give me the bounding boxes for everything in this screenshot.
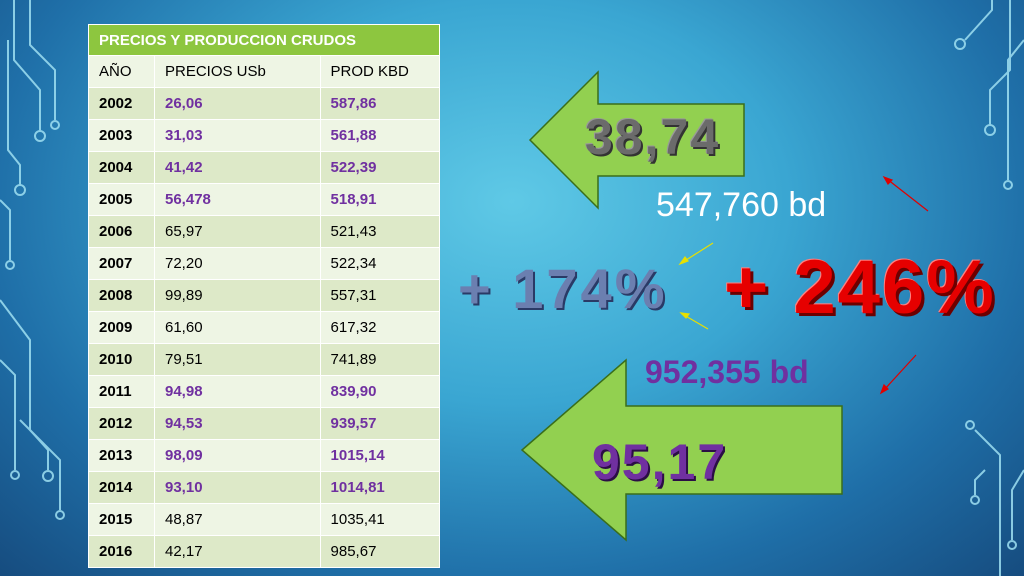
price-start-value: 38,74 — [585, 109, 721, 165]
production-cell: 561,88 — [319, 119, 441, 152]
price-cell: 72,20 — [154, 247, 321, 280]
price-cell: 65,97 — [154, 215, 321, 248]
column-header-production: PROD KBD — [319, 55, 441, 88]
year-cell: 2002 — [88, 87, 155, 120]
price-cell: 42,17 — [154, 535, 321, 568]
price-cell: 26,06 — [154, 87, 321, 120]
price-cell: 94,53 — [154, 407, 321, 440]
table-row: 2002 26,06 587,86 — [88, 87, 441, 120]
year-cell: 2014 — [88, 471, 155, 504]
table-header-row: AÑO PRECIOS USb PROD KBD — [88, 55, 441, 88]
price-cell: 31,03 — [154, 119, 321, 152]
production-cell: 617,32 — [319, 311, 441, 344]
production-cell: 1035,41 — [319, 503, 441, 536]
year-cell: 2004 — [88, 151, 155, 184]
production-cell: 1015,14 — [319, 439, 441, 472]
table-row: 2005 56,478 518,91 — [88, 183, 441, 216]
production-start-value: 547,760 bd — [656, 186, 827, 224]
price-cell: 93,10 — [154, 471, 321, 504]
price-cell: 41,42 — [154, 151, 321, 184]
table-row: 2016 42,17 985,67 — [88, 535, 441, 568]
year-cell: 2006 — [88, 215, 155, 248]
year-cell: 2015 — [88, 503, 155, 536]
table-row: 2007 72,20 522,34 — [88, 247, 441, 280]
price-cell: 79,51 — [154, 343, 321, 376]
column-header-price: PRECIOS USb — [154, 55, 321, 88]
year-cell: 2008 — [88, 279, 155, 312]
table-title: PRECIOS Y PRODUCCION CRUDOS — [88, 24, 440, 56]
left-arrow-upper — [528, 70, 745, 210]
column-header-year: AÑO — [88, 55, 155, 88]
year-cell: 2005 — [88, 183, 155, 216]
table-row: 2004 41,42 522,39 — [88, 151, 441, 184]
production-cell: 1014,81 — [319, 471, 441, 504]
production-cell: 741,89 — [319, 343, 441, 376]
table-row: 2006 65,97 521,43 — [88, 215, 441, 248]
production-cell: 939,57 — [319, 407, 441, 440]
price-production-table: PRECIOS Y PRODUCCION CRUDOS AÑO PRECIOS … — [88, 24, 441, 568]
year-cell: 2009 — [88, 311, 155, 344]
table-row: 2011 94,98 839,90 — [88, 375, 441, 408]
price-increase-percent: + 174% — [458, 257, 668, 320]
production-cell: 518,91 — [319, 183, 441, 216]
table-row: 2015 48,87 1035,41 — [88, 503, 441, 536]
price-cell: 99,89 — [154, 279, 321, 312]
production-cell: 985,67 — [319, 535, 441, 568]
table-row: 2008 99,89 557,31 — [88, 279, 441, 312]
year-cell: 2010 — [88, 343, 155, 376]
table-row: 2012 94,53 939,57 — [88, 407, 441, 440]
left-arrow-lower — [520, 358, 843, 542]
table-row: 2003 31,03 561,88 — [88, 119, 441, 152]
production-cell: 839,90 — [319, 375, 441, 408]
year-cell: 2003 — [88, 119, 155, 152]
production-cell: 522,34 — [319, 247, 441, 280]
production-cell: 522,39 — [319, 151, 441, 184]
price-cell: 94,98 — [154, 375, 321, 408]
year-cell: 2011 — [88, 375, 155, 408]
year-cell: 2012 — [88, 407, 155, 440]
table-row: 2013 98,09 1015,14 — [88, 439, 441, 472]
production-cell: 557,31 — [319, 279, 441, 312]
price-end-value: 95,17 — [592, 434, 728, 490]
production-cell: 587,86 — [319, 87, 441, 120]
production-increase-percent: + 246% — [724, 245, 996, 330]
year-cell: 2016 — [88, 535, 155, 568]
price-cell: 98,09 — [154, 439, 321, 472]
production-cell: 521,43 — [319, 215, 441, 248]
year-cell: 2013 — [88, 439, 155, 472]
price-cell: 61,60 — [154, 311, 321, 344]
price-cell: 56,478 — [154, 183, 321, 216]
production-end-value: 952,355 bd — [645, 354, 809, 390]
table-row: 2009 61,60 617,32 — [88, 311, 441, 344]
table-row: 2014 93,10 1014,81 — [88, 471, 441, 504]
price-cell: 48,87 — [154, 503, 321, 536]
table-row: 2010 79,51 741,89 — [88, 343, 441, 376]
year-cell: 2007 — [88, 247, 155, 280]
